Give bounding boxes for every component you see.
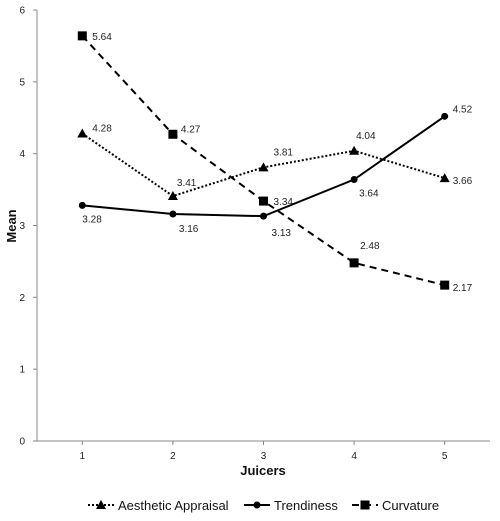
y-tick-label: 5 [19, 77, 25, 88]
x-tick-label: 3 [261, 451, 267, 462]
point-marker [258, 162, 269, 172]
data-label: 3.81 [274, 147, 294, 158]
point-marker [77, 128, 88, 138]
data-label: 5.64 [92, 32, 112, 43]
y-tick-label: 1 [19, 365, 25, 376]
data-label: 3.13 [272, 228, 292, 239]
data-label: 4.28 [92, 124, 112, 135]
legend-marker [96, 500, 106, 509]
point-marker [440, 280, 450, 290]
legend-label: Trendiness [274, 498, 338, 513]
legend-marker [253, 501, 261, 509]
data-label: 3.16 [179, 224, 199, 235]
point-marker [259, 196, 268, 206]
data-labels: 4.28 3.41 3.81 4.04 3.66 3.28 3.16 3.13 3.64 4.52… [82, 32, 472, 294]
series-markers [77, 31, 450, 290]
point-marker [441, 112, 449, 120]
y-tick-label: 2 [19, 293, 25, 304]
y-tick-label: 4 [19, 149, 25, 160]
data-label: 3.66 [453, 176, 473, 187]
x-tick-label: 1 [80, 451, 86, 462]
y-axis-title: Mean [4, 209, 19, 242]
point-marker [169, 210, 177, 218]
y-axis-ticks: 0 1 2 3 4 5 6 [19, 6, 37, 448]
data-label: 3.28 [82, 214, 102, 225]
x-axis-ticks: 1 2 3 4 5 [80, 441, 448, 462]
x-tick-label: 5 [442, 451, 448, 462]
x-tick-label: 2 [170, 451, 176, 462]
data-label: 4.52 [453, 104, 473, 115]
point-marker [167, 191, 178, 201]
point-marker [260, 212, 267, 220]
data-label: 3.41 [177, 178, 197, 189]
data-label: 3.34 [274, 197, 294, 208]
data-label: 2.48 [360, 241, 380, 252]
data-label: 3.64 [359, 189, 379, 200]
point-marker [349, 258, 359, 268]
point-marker [168, 129, 178, 139]
legend-marker [360, 500, 370, 510]
point-marker [349, 145, 360, 155]
x-tick-label: 4 [351, 451, 357, 462]
legend-label: Aesthetic Appraisal [118, 498, 229, 513]
legend-label: Curvature [382, 498, 439, 513]
x-axis-title: Juicers [240, 463, 286, 478]
point-marker [78, 201, 86, 209]
y-tick-label: 3 [19, 221, 25, 232]
data-label: 4.04 [356, 131, 376, 142]
series-lines [81, 35, 446, 287]
data-label: 2.17 [453, 283, 473, 294]
axes [36, 10, 490, 442]
legend: Aesthetic Appraisal Trendiness Curvature [88, 498, 439, 513]
point-marker [77, 31, 87, 41]
point-marker [439, 173, 450, 183]
data-label: 4.27 [181, 124, 201, 135]
y-tick-label: 0 [19, 437, 25, 448]
y-tick-label: 6 [19, 6, 25, 17]
point-marker [350, 176, 358, 184]
series-line-curvature [81, 35, 445, 287]
